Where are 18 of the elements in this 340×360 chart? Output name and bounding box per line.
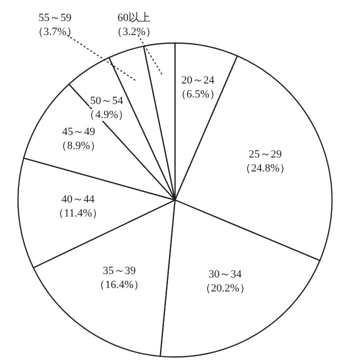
slice-label: 55～59 [38,12,72,24]
slice-label: 25～29 [248,148,282,161]
data-label: （4.9%） [84,108,130,121]
slice-label: 45～49 [62,126,96,138]
data-label: （16.4%） [94,278,144,291]
data-label: （20.2%） [200,282,250,294]
data-label: （6.5%） [175,88,220,100]
data-label: （24.8%） [240,162,290,175]
slice-label: 60以上 [118,11,151,24]
data-label: （3.7%） [32,26,78,38]
slice-label: 20～24 [181,74,215,86]
slice-label: 35～39 [102,264,136,277]
slice-label: 30～34 [208,268,242,280]
data-label: （3.2%） [112,26,156,38]
slice-label: 50～54 [90,94,124,107]
data-label: （11.4%） [53,208,104,220]
data-label: （8.9%） [56,140,102,152]
slice-label: 40～44 [62,194,96,206]
